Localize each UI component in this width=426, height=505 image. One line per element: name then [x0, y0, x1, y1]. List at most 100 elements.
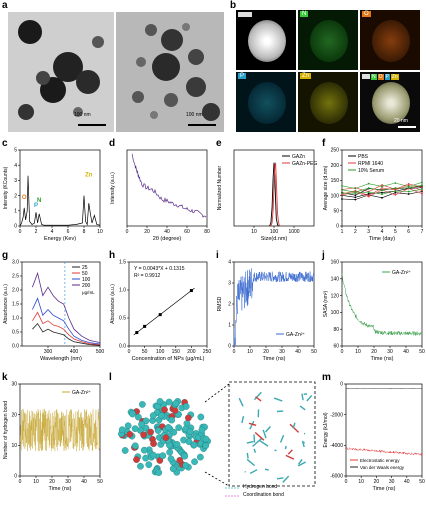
atom-sphere — [122, 447, 128, 453]
panel-a: a 100 nm 100 nm — [0, 0, 226, 136]
series-point-2 — [381, 186, 383, 188]
x-tick-label: 0 — [341, 349, 344, 355]
y-tick-label: 10 — [11, 443, 17, 449]
tem-image-right: 100 nm — [116, 12, 224, 132]
bond-stick — [247, 453, 248, 459]
atom-sphere — [191, 459, 197, 465]
x-tick-label: 4 — [51, 229, 54, 235]
x-tick-label: 20 — [371, 349, 377, 355]
atom-sphere — [163, 435, 169, 441]
panel-m-label: m — [322, 372, 331, 383]
y-axis-label: Intensity (a.u.) — [110, 172, 116, 204]
atom-sphere — [165, 424, 171, 430]
data-point — [159, 313, 162, 316]
merge-scale-label: 20 nm — [394, 118, 408, 124]
atom-sphere — [150, 440, 156, 446]
y-tick-label: 0 — [14, 224, 17, 230]
x-tick-label: 100 — [270, 229, 279, 235]
bond-stick — [277, 478, 283, 479]
series-point-2 — [341, 185, 343, 187]
y-tick-label: 100 — [331, 310, 340, 316]
scale-bar-label-left: 100 nm — [74, 112, 91, 118]
atom-sphere — [198, 414, 204, 420]
y-tick-label: 80 — [333, 327, 339, 333]
eds-tag-p: P — [238, 73, 246, 79]
tem-right-svg — [116, 12, 224, 132]
legend-unit: μg/mL — [82, 290, 95, 295]
x-axis-label: Size(d.nm) — [261, 236, 288, 242]
y-tick-label: 1.5 — [12, 302, 19, 308]
atom-sphere — [161, 407, 167, 413]
panel-k-label: k — [2, 372, 8, 383]
x-tick-label: 7 — [421, 229, 424, 235]
data-point — [190, 289, 193, 292]
x-tick-label: 1 — [341, 229, 344, 235]
series-point-2 — [408, 186, 410, 188]
series-point-2 — [354, 188, 356, 190]
bond-stick — [293, 423, 295, 429]
y-tick-label: 1.5 — [119, 260, 126, 266]
atom-sphere — [172, 407, 178, 413]
bond-stick — [274, 398, 282, 401]
atom-sphere — [166, 449, 172, 455]
x-tick-label: 50 — [142, 349, 148, 355]
series-point-2 — [408, 191, 410, 193]
series-line-1 — [32, 312, 100, 344]
series-point-2 — [394, 182, 396, 184]
x-tick-label: 500 — [96, 349, 105, 355]
x-tick-label: 50 — [311, 349, 317, 355]
y-tick-label: 0.5 — [119, 316, 126, 322]
plot-frame — [127, 150, 207, 226]
x-tick-label: 100 — [156, 349, 165, 355]
series-point-1 — [421, 193, 423, 195]
bond-stick — [281, 435, 284, 442]
series-point-2 — [368, 187, 370, 189]
atom-sphere — [183, 462, 189, 468]
series-point-1 — [394, 194, 396, 196]
bond-stick — [255, 433, 264, 441]
legend-label-3: 200 — [82, 283, 91, 289]
x-tick-label: 40 — [164, 229, 170, 235]
series-point-2 — [341, 192, 343, 194]
legend-label-0: GAZn — [292, 154, 305, 160]
x-axis-label: 2θ (degree) — [153, 236, 182, 242]
y-tick-label: 0.0 — [119, 344, 126, 350]
x-tick-label: 0 — [345, 479, 348, 485]
y-tick-label: 3 — [14, 178, 17, 184]
bond-stick — [300, 406, 305, 410]
series-point-2 — [354, 191, 356, 193]
atom-sphere — [181, 453, 187, 459]
y-tick-label: 3.0 — [12, 260, 19, 266]
x-tick-label: 80 — [204, 229, 210, 235]
bond-stick — [250, 470, 257, 474]
x-tick-label: 400 — [70, 349, 79, 355]
bond-stick — [254, 449, 255, 453]
atom-sphere — [139, 401, 145, 407]
sasa-line — [342, 273, 422, 335]
atom-sphere — [185, 415, 191, 421]
panel-a-label: a — [2, 0, 8, 11]
x-tick-label: 10 — [358, 479, 364, 485]
atom-sphere — [138, 421, 144, 427]
x-axis-label: Wavelength (nm) — [40, 356, 82, 362]
x-tick-label: 60 — [184, 229, 190, 235]
x-tick-label: 50 — [419, 349, 425, 355]
atom-sphere — [132, 443, 138, 449]
data-point — [135, 331, 138, 334]
series-point-1 — [421, 186, 423, 188]
bond-stick — [247, 459, 254, 465]
eds-tile-merge: N O P Zn 20 nm — [360, 72, 420, 132]
x-tick-label: 2 — [354, 229, 357, 235]
xrd-line — [132, 154, 206, 217]
x-tick-label: 30 — [65, 479, 71, 485]
atom-sphere — [129, 411, 135, 417]
y-tick-label: 30 — [11, 382, 17, 388]
eds-tile-p: P — [236, 72, 296, 132]
